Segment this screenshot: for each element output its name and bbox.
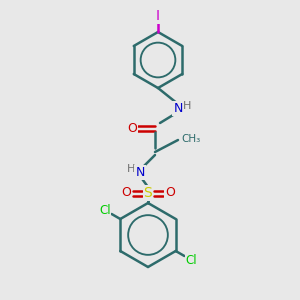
Text: N: N: [135, 166, 145, 178]
Text: S: S: [144, 186, 152, 200]
Text: N: N: [173, 101, 183, 115]
Text: H: H: [127, 164, 135, 174]
Text: O: O: [127, 122, 137, 134]
Text: CH₃: CH₃: [181, 134, 200, 144]
Text: Cl: Cl: [99, 203, 110, 217]
Text: O: O: [165, 187, 175, 200]
Text: I: I: [156, 9, 160, 23]
Text: O: O: [121, 187, 131, 200]
Text: Cl: Cl: [185, 254, 197, 266]
Text: H: H: [183, 101, 191, 111]
